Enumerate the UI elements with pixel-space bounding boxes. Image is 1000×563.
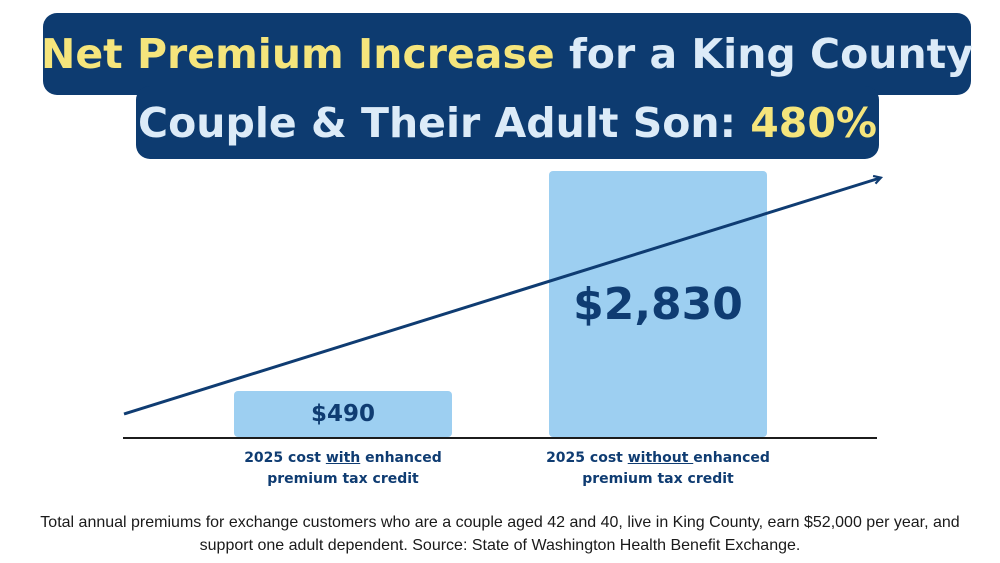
cat2-pre: 2025 cost [546,450,628,466]
bar-with-credit: $490 [234,391,452,437]
trend-arrow-line [123,178,880,416]
x-axis-baseline [123,437,877,439]
title-text-2: Couple & Their Adult Son: [138,98,751,147]
cat1-pre: 2025 cost [244,450,326,466]
cat1-line2: premium tax credit [267,471,419,487]
caption: Total annual premiums for exchange custo… [40,514,960,554]
category-label-2: 2025 cost without enhanced premium tax c… [528,448,788,490]
title-line-2: Couple & Their Adult Son: 480% [136,86,879,159]
title-text-1: for a King County [554,30,973,78]
bar-without-credit: $2,830 [549,171,767,437]
cat2-post: enhanced [693,450,770,466]
cat2-underlined: without [627,450,694,466]
title-highlight-2: 480% [750,98,877,147]
bar-value-label-1: $490 [310,401,375,427]
title-line-1: Net Premium Increase for a King County [41,13,973,95]
bar-value-label-2: $2,830 [573,278,743,330]
cat1-underlined: with [325,450,361,466]
title-highlight-1: Net Premium Increase [41,30,555,78]
cat1-post: enhanced [360,450,442,466]
cat2-line2: premium tax credit [582,471,734,487]
category-label-1: 2025 cost with enhanced premium tax cred… [213,448,473,490]
